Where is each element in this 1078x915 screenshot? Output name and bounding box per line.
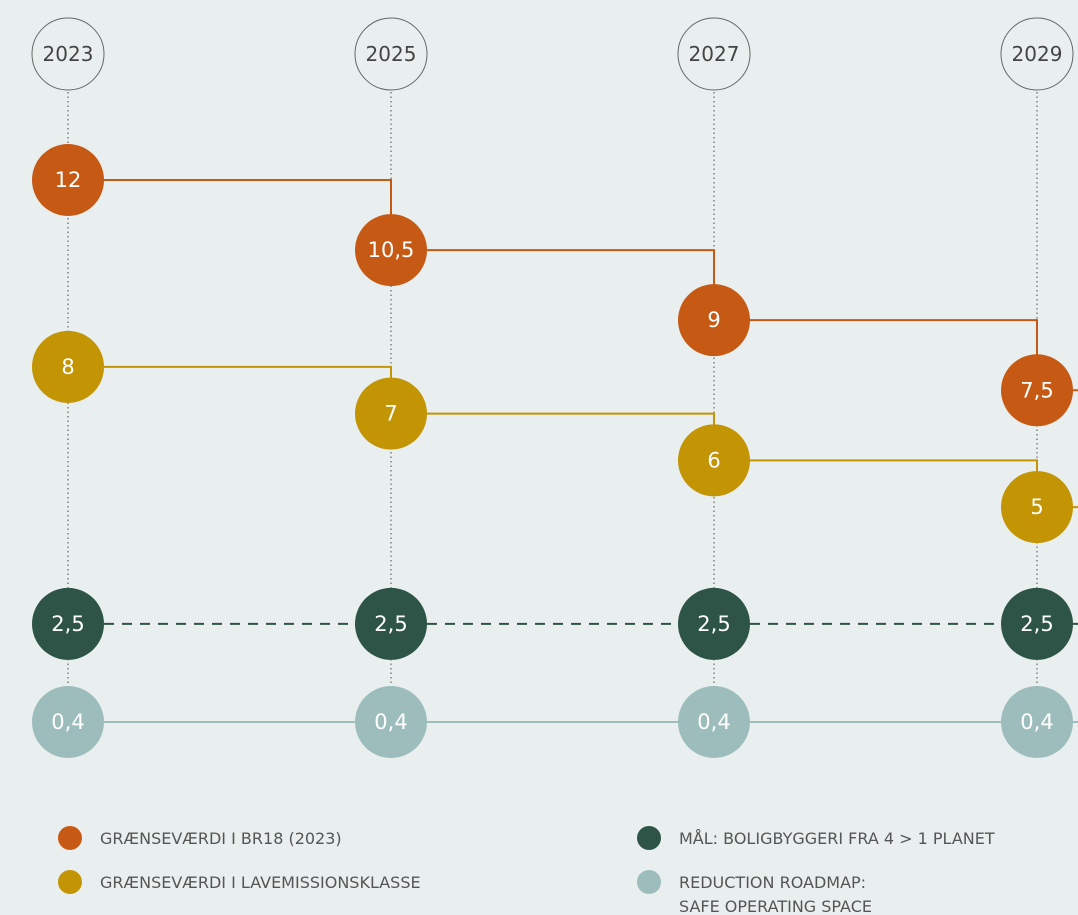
marker [1001,471,1073,544]
value-label: 2,5 [374,612,407,636]
marker [1001,686,1073,758]
year-circle [354,17,428,91]
value-label: 0,4 [697,710,730,734]
connector [714,319,1038,391]
value-label: 12 [55,168,82,192]
connector [714,459,1038,508]
marker [1001,354,1073,427]
value-label: 9 [707,308,720,332]
marker [1001,587,1073,660]
year-label: 2025 [366,42,417,66]
legend-label: GRÆNSEVÆRDI I LAVEMISSIONSKLASSE [100,873,421,892]
value-label: 8 [61,355,74,379]
value-label: 5 [1030,495,1043,519]
marker [678,284,750,357]
marker [355,377,427,450]
year-circle [677,17,751,91]
marker [32,144,104,216]
connector [68,365,392,414]
legend-label: REDUCTION ROADMAP: SAFE OPERATING SPACE [679,873,872,915]
connector [391,412,715,461]
legend-label: GRÆNSEVÆRDI I BR18 (2023) [100,829,342,848]
legend-swatch [58,826,82,850]
year-label: 2027 [689,42,740,66]
marker [32,330,104,403]
value-label: 0,4 [374,710,407,734]
marker [32,686,104,758]
marker [355,686,427,758]
legend-label: MÅL: BOLIGBYGGERI FRA 4 > 1 PLANET [679,829,995,848]
marker [355,587,427,660]
value-label: 7 [384,402,397,426]
value-label: 0,4 [51,710,84,734]
legend-swatch [637,826,661,850]
marker [678,587,750,660]
value-label: 6 [707,448,720,472]
value-label: 7,5 [1020,378,1053,402]
year-label: 2023 [43,42,94,66]
value-label: 0,4 [1020,710,1053,734]
connector [391,249,715,321]
marker [678,424,750,497]
value-label: 10,5 [368,238,415,262]
year-label: 2029 [1012,42,1063,66]
connector [68,179,392,251]
legend-swatch [637,870,661,894]
value-label: 2,5 [51,612,84,636]
year-circle [1000,17,1074,91]
marker [32,587,104,660]
marker [678,686,750,758]
value-label: 2,5 [697,612,730,636]
legend-swatch [58,870,82,894]
year-circle [31,17,105,91]
marker [355,214,427,287]
value-label: 2,5 [1020,612,1053,636]
